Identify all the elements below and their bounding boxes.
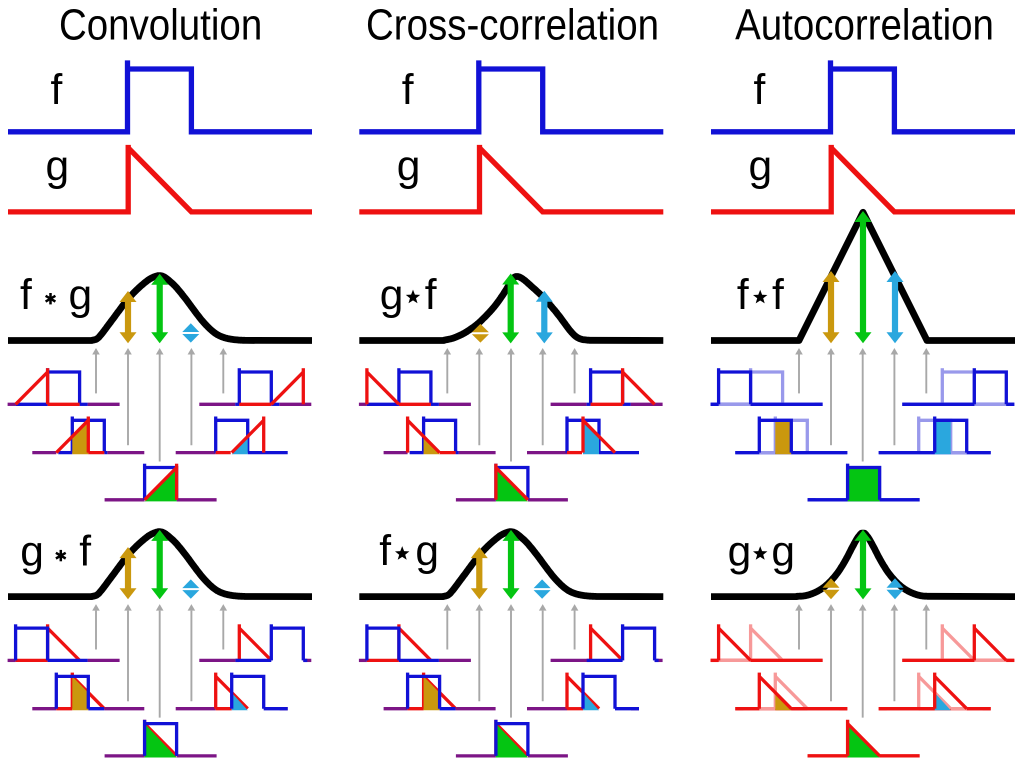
svg-text:f: f	[772, 272, 784, 319]
svg-text:Cross-correlation: Cross-correlation	[366, 0, 659, 49]
svg-text:g: g	[749, 143, 773, 190]
svg-text:f: f	[79, 528, 91, 575]
svg-text:f: f	[402, 67, 414, 114]
svg-text:g: g	[380, 272, 404, 319]
svg-text:f: f	[737, 272, 749, 319]
svg-text:f: f	[754, 67, 766, 114]
svg-text:Autocorrelation: Autocorrelation	[735, 0, 994, 49]
svg-text:f: f	[425, 272, 437, 319]
svg-text:g: g	[20, 528, 44, 575]
svg-text:g: g	[69, 272, 93, 319]
svg-text:f: f	[379, 528, 391, 575]
svg-text:g: g	[771, 528, 795, 575]
svg-text:Convolution: Convolution	[59, 0, 262, 49]
svg-text:g: g	[46, 143, 70, 190]
svg-text:f: f	[20, 272, 32, 319]
svg-text:g: g	[397, 143, 421, 190]
svg-text:g: g	[728, 528, 752, 575]
svg-text:g: g	[415, 528, 439, 575]
svg-text:f: f	[51, 67, 63, 114]
